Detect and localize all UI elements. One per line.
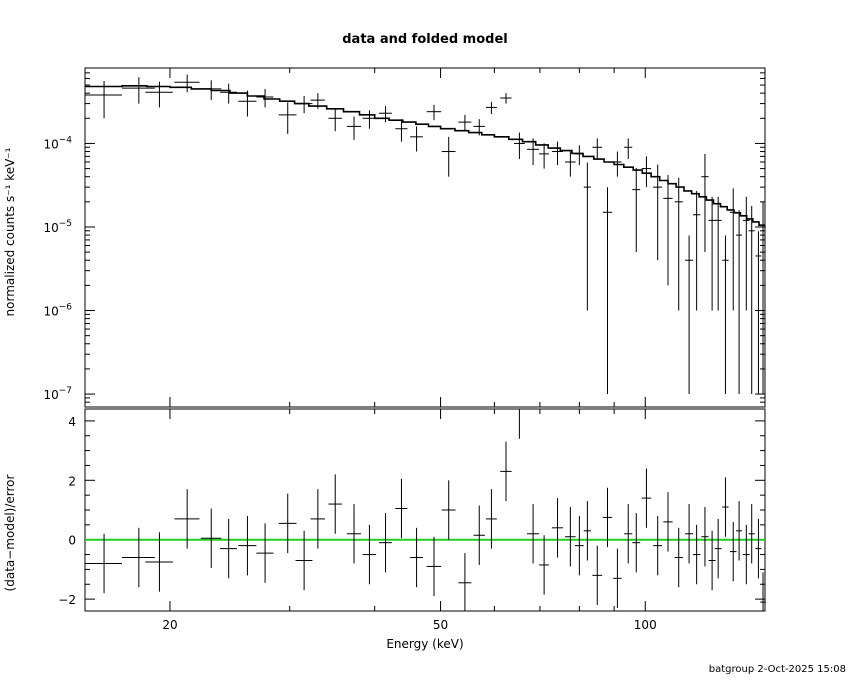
top-y-axis-label: normalized counts s⁻¹ keV⁻¹	[3, 147, 17, 316]
spectrum-panel: 10−7 10−6 10−5 10−4	[43, 67, 766, 408]
top-plot-frame	[84, 67, 766, 408]
x-axis-label: Energy (keV)	[386, 637, 463, 651]
footer-credit: batgroup 2-Oct-2025 15:08	[709, 664, 846, 675]
bottom-y-tick-label: −2	[58, 593, 76, 607]
bottom-y-axis-label: (data−model)/error	[3, 474, 17, 591]
x-tick-label: 100	[634, 618, 657, 632]
residuals-panel: −2 0 2 4 20 50 100	[58, 408, 766, 632]
top-y-tick-label: 10−4	[43, 135, 72, 151]
top-y-tick-label: 10−6	[43, 303, 72, 319]
bottom-y-tick-label: 4	[68, 415, 76, 429]
top-y-tick-label: 10−5	[43, 219, 72, 235]
chart-title: data and folded model	[342, 32, 508, 47]
bottom-y-tick-label: 0	[68, 534, 76, 548]
top-y-tick-label: 10−7	[43, 386, 72, 402]
bottom-y-tick-label: 2	[68, 474, 76, 488]
model-step-line	[85, 85, 765, 226]
x-tick-label: 50	[433, 618, 448, 632]
x-tick-label: 20	[162, 618, 177, 632]
